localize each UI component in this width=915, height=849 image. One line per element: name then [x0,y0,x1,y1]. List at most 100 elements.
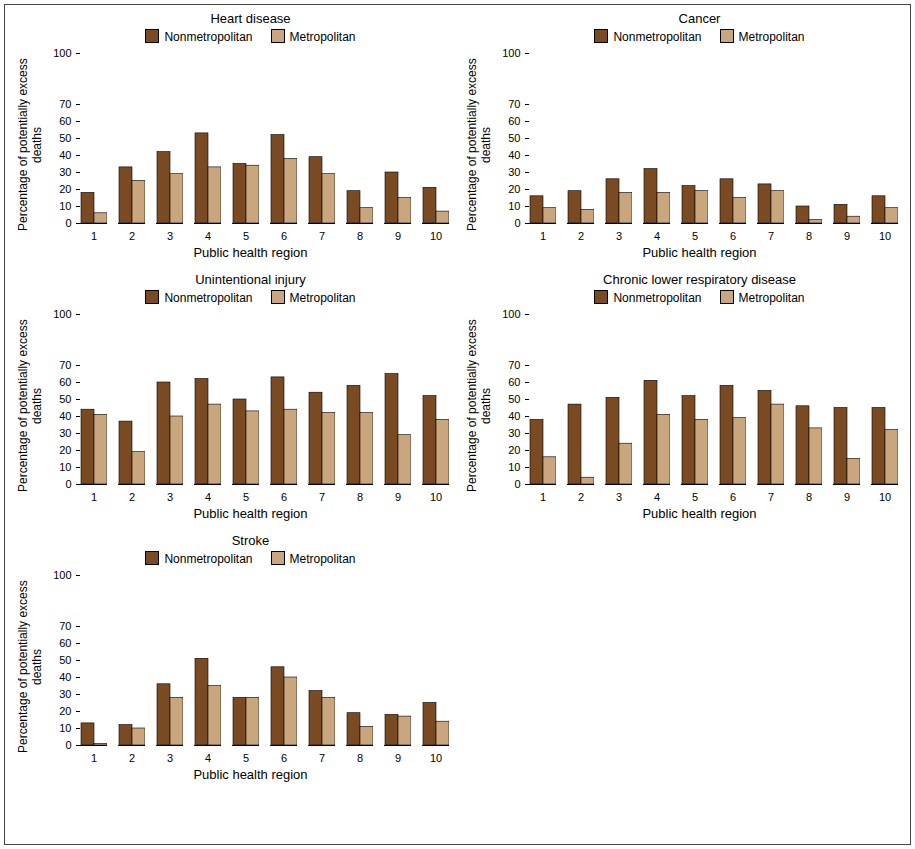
svg-text:7: 7 [318,491,324,503]
svg-text:6: 6 [280,491,286,503]
svg-text:8: 8 [805,230,811,242]
svg-text:100: 100 [502,47,520,59]
svg-text:10: 10 [59,461,71,473]
svg-text:6: 6 [729,230,735,242]
svg-text:3: 3 [166,752,172,764]
svg-text:0: 0 [65,217,71,229]
svg-text:1: 1 [90,752,96,764]
svg-text:20: 20 [508,444,520,456]
svg-text:4: 4 [204,230,210,242]
svg-text:30: 30 [59,688,71,700]
svg-text:10: 10 [508,200,520,212]
svg-text:3: 3 [615,491,621,503]
svg-text:70: 70 [508,98,520,110]
svg-text:10: 10 [429,230,441,242]
svg-text:1: 1 [90,491,96,503]
svg-text:8: 8 [356,230,362,242]
svg-text:70: 70 [59,620,71,632]
svg-text:40: 40 [508,149,520,161]
svg-text:50: 50 [508,132,520,144]
svg-text:8: 8 [805,491,811,503]
svg-text:6: 6 [280,230,286,242]
svg-text:7: 7 [767,491,773,503]
svg-text:60: 60 [59,376,71,388]
svg-text:8: 8 [356,752,362,764]
svg-text:1: 1 [539,230,545,242]
svg-text:3: 3 [166,491,172,503]
svg-text:0: 0 [65,739,71,751]
svg-text:60: 60 [59,115,71,127]
svg-text:0: 0 [65,478,71,490]
svg-text:9: 9 [843,491,849,503]
html-text:Percentage of potentially exce: Percentage of potentially excess deaths [15,58,44,232]
svg-text:5: 5 [242,491,248,503]
svg-text:7: 7 [318,752,324,764]
svg-text:5: 5 [242,230,248,242]
svg-text:1: 1 [539,491,545,503]
svg-text:60: 60 [508,376,520,388]
svg-text:30: 30 [508,166,520,178]
svg-text:10: 10 [878,230,890,242]
svg-text:2: 2 [128,491,134,503]
svg-text:9: 9 [843,230,849,242]
svg-text:20: 20 [59,705,71,717]
svg-text:10: 10 [429,491,441,503]
svg-text:9: 9 [394,752,400,764]
html-text:Percentage of potentially exce: Percentage of potentially excess deaths [464,319,493,493]
svg-text:5: 5 [691,491,697,503]
svg-text:9: 9 [394,230,400,242]
svg-text:0: 0 [514,478,520,490]
svg-text:20: 20 [508,183,520,195]
svg-text:70: 70 [59,359,71,371]
svg-text:10: 10 [59,200,71,212]
svg-text:40: 40 [508,410,520,422]
svg-text:0: 0 [514,217,520,229]
svg-text:9: 9 [394,491,400,503]
svg-text:2: 2 [128,230,134,242]
svg-text:50: 50 [508,393,520,405]
svg-text:4: 4 [653,491,659,503]
svg-text:3: 3 [615,230,621,242]
svg-text:20: 20 [59,183,71,195]
svg-text:4: 4 [204,491,210,503]
svg-text:70: 70 [508,359,520,371]
svg-text:50: 50 [59,132,71,144]
svg-text:70: 70 [59,98,71,110]
svg-text:6: 6 [280,752,286,764]
svg-text:2: 2 [577,491,583,503]
svg-text:10: 10 [59,722,71,734]
svg-text:1: 1 [90,230,96,242]
html-text:Percentage of potentially exce: Percentage of potentially excess deaths [15,580,44,754]
svg-text:10: 10 [878,491,890,503]
svg-text:5: 5 [691,230,697,242]
svg-text:3: 3 [166,230,172,242]
svg-text:100: 100 [502,308,520,320]
svg-text:2: 2 [577,230,583,242]
html-text:Percentage of potentially exce: Percentage of potentially excess deaths [15,319,44,493]
svg-text:100: 100 [53,47,71,59]
svg-text:50: 50 [59,654,71,666]
svg-text:40: 40 [59,149,71,161]
svg-text:30: 30 [508,427,520,439]
svg-text:5: 5 [242,752,248,764]
svg-text:10: 10 [508,461,520,473]
svg-text:60: 60 [59,637,71,649]
svg-text:10: 10 [429,752,441,764]
svg-text:30: 30 [59,166,71,178]
svg-text:4: 4 [653,230,659,242]
svg-text:30: 30 [59,427,71,439]
svg-text:7: 7 [318,230,324,242]
svg-text:8: 8 [356,491,362,503]
svg-text:100: 100 [53,308,71,320]
svg-text:60: 60 [508,115,520,127]
svg-text:6: 6 [729,491,735,503]
svg-text:2: 2 [128,752,134,764]
svg-text:7: 7 [767,230,773,242]
svg-text:40: 40 [59,671,71,683]
svg-text:100: 100 [53,569,71,581]
svg-text:4: 4 [204,752,210,764]
html-text:Percentage of potentially exce: Percentage of potentially excess deaths [464,58,493,232]
svg-text:40: 40 [59,410,71,422]
svg-text:50: 50 [59,393,71,405]
svg-text:20: 20 [59,444,71,456]
